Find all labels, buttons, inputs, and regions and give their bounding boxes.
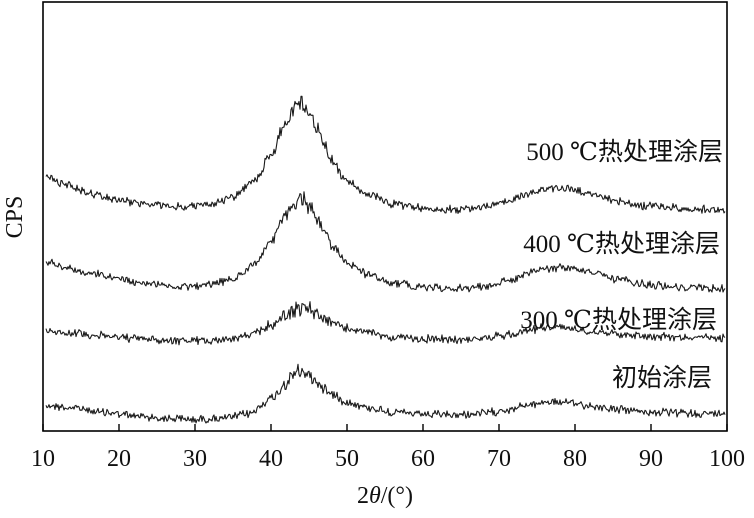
series-label-0: 初始涂层 xyxy=(612,364,712,392)
x-tick-label: 100 xyxy=(709,446,745,472)
x-tick-label: 90 xyxy=(639,446,663,472)
x-tick-label: 80 xyxy=(563,446,587,472)
series-label-1: 300 ℃热处理涂层 xyxy=(520,306,717,334)
series-line-0 xyxy=(45,363,726,424)
x-tick-label: 70 xyxy=(487,446,511,472)
x-tick-label: 30 xyxy=(183,446,207,472)
x-tick-label: 20 xyxy=(107,446,131,472)
x-tick-label: 60 xyxy=(411,446,435,472)
series-label-2: 400 ℃热处理涂层 xyxy=(523,230,720,258)
series-line-2 xyxy=(45,191,726,293)
x-tick-label: 40 xyxy=(259,446,283,472)
y-axis-title: CPS xyxy=(2,196,28,239)
x-tick-label: 50 xyxy=(335,446,359,472)
series-line-1 xyxy=(45,301,726,346)
x-tick-label: 10 xyxy=(31,446,55,472)
series-label-3: 500 ℃热处理涂层 xyxy=(526,138,723,166)
plot-frame xyxy=(42,1,728,432)
x-axis-title: 2θ/(°) xyxy=(357,483,413,509)
series-line-3 xyxy=(45,95,726,214)
